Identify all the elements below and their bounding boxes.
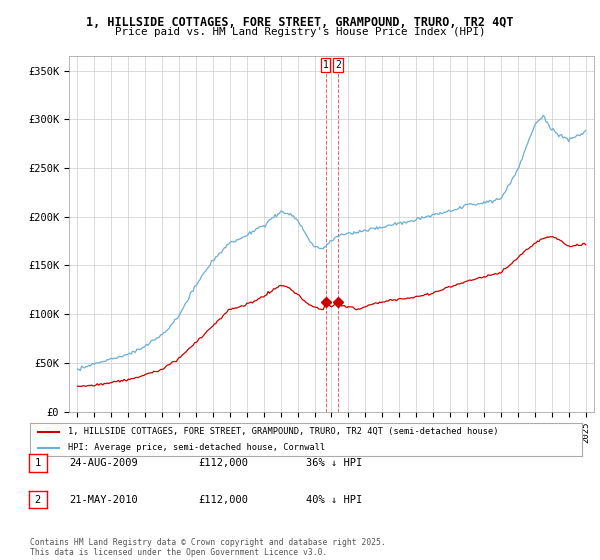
Text: 36% ↓ HPI: 36% ↓ HPI xyxy=(306,458,362,468)
Text: 1: 1 xyxy=(35,458,41,468)
Text: £112,000: £112,000 xyxy=(198,458,248,468)
Text: HPI: Average price, semi-detached house, Cornwall: HPI: Average price, semi-detached house,… xyxy=(68,444,325,452)
Text: Contains HM Land Registry data © Crown copyright and database right 2025.
This d: Contains HM Land Registry data © Crown c… xyxy=(30,538,386,557)
Text: £112,000: £112,000 xyxy=(198,494,248,505)
Text: 2: 2 xyxy=(35,494,41,505)
Text: 1, HILLSIDE COTTAGES, FORE STREET, GRAMPOUND, TRURO, TR2 4QT: 1, HILLSIDE COTTAGES, FORE STREET, GRAMP… xyxy=(86,16,514,29)
Text: 40% ↓ HPI: 40% ↓ HPI xyxy=(306,494,362,505)
Text: 1, HILLSIDE COTTAGES, FORE STREET, GRAMPOUND, TRURO, TR2 4QT (semi-detached hous: 1, HILLSIDE COTTAGES, FORE STREET, GRAMP… xyxy=(68,427,498,436)
Text: 2: 2 xyxy=(335,60,341,70)
Text: 24-AUG-2009: 24-AUG-2009 xyxy=(69,458,138,468)
Text: 1: 1 xyxy=(323,60,329,70)
Text: Price paid vs. HM Land Registry's House Price Index (HPI): Price paid vs. HM Land Registry's House … xyxy=(115,27,485,37)
Text: 21-MAY-2010: 21-MAY-2010 xyxy=(69,494,138,505)
